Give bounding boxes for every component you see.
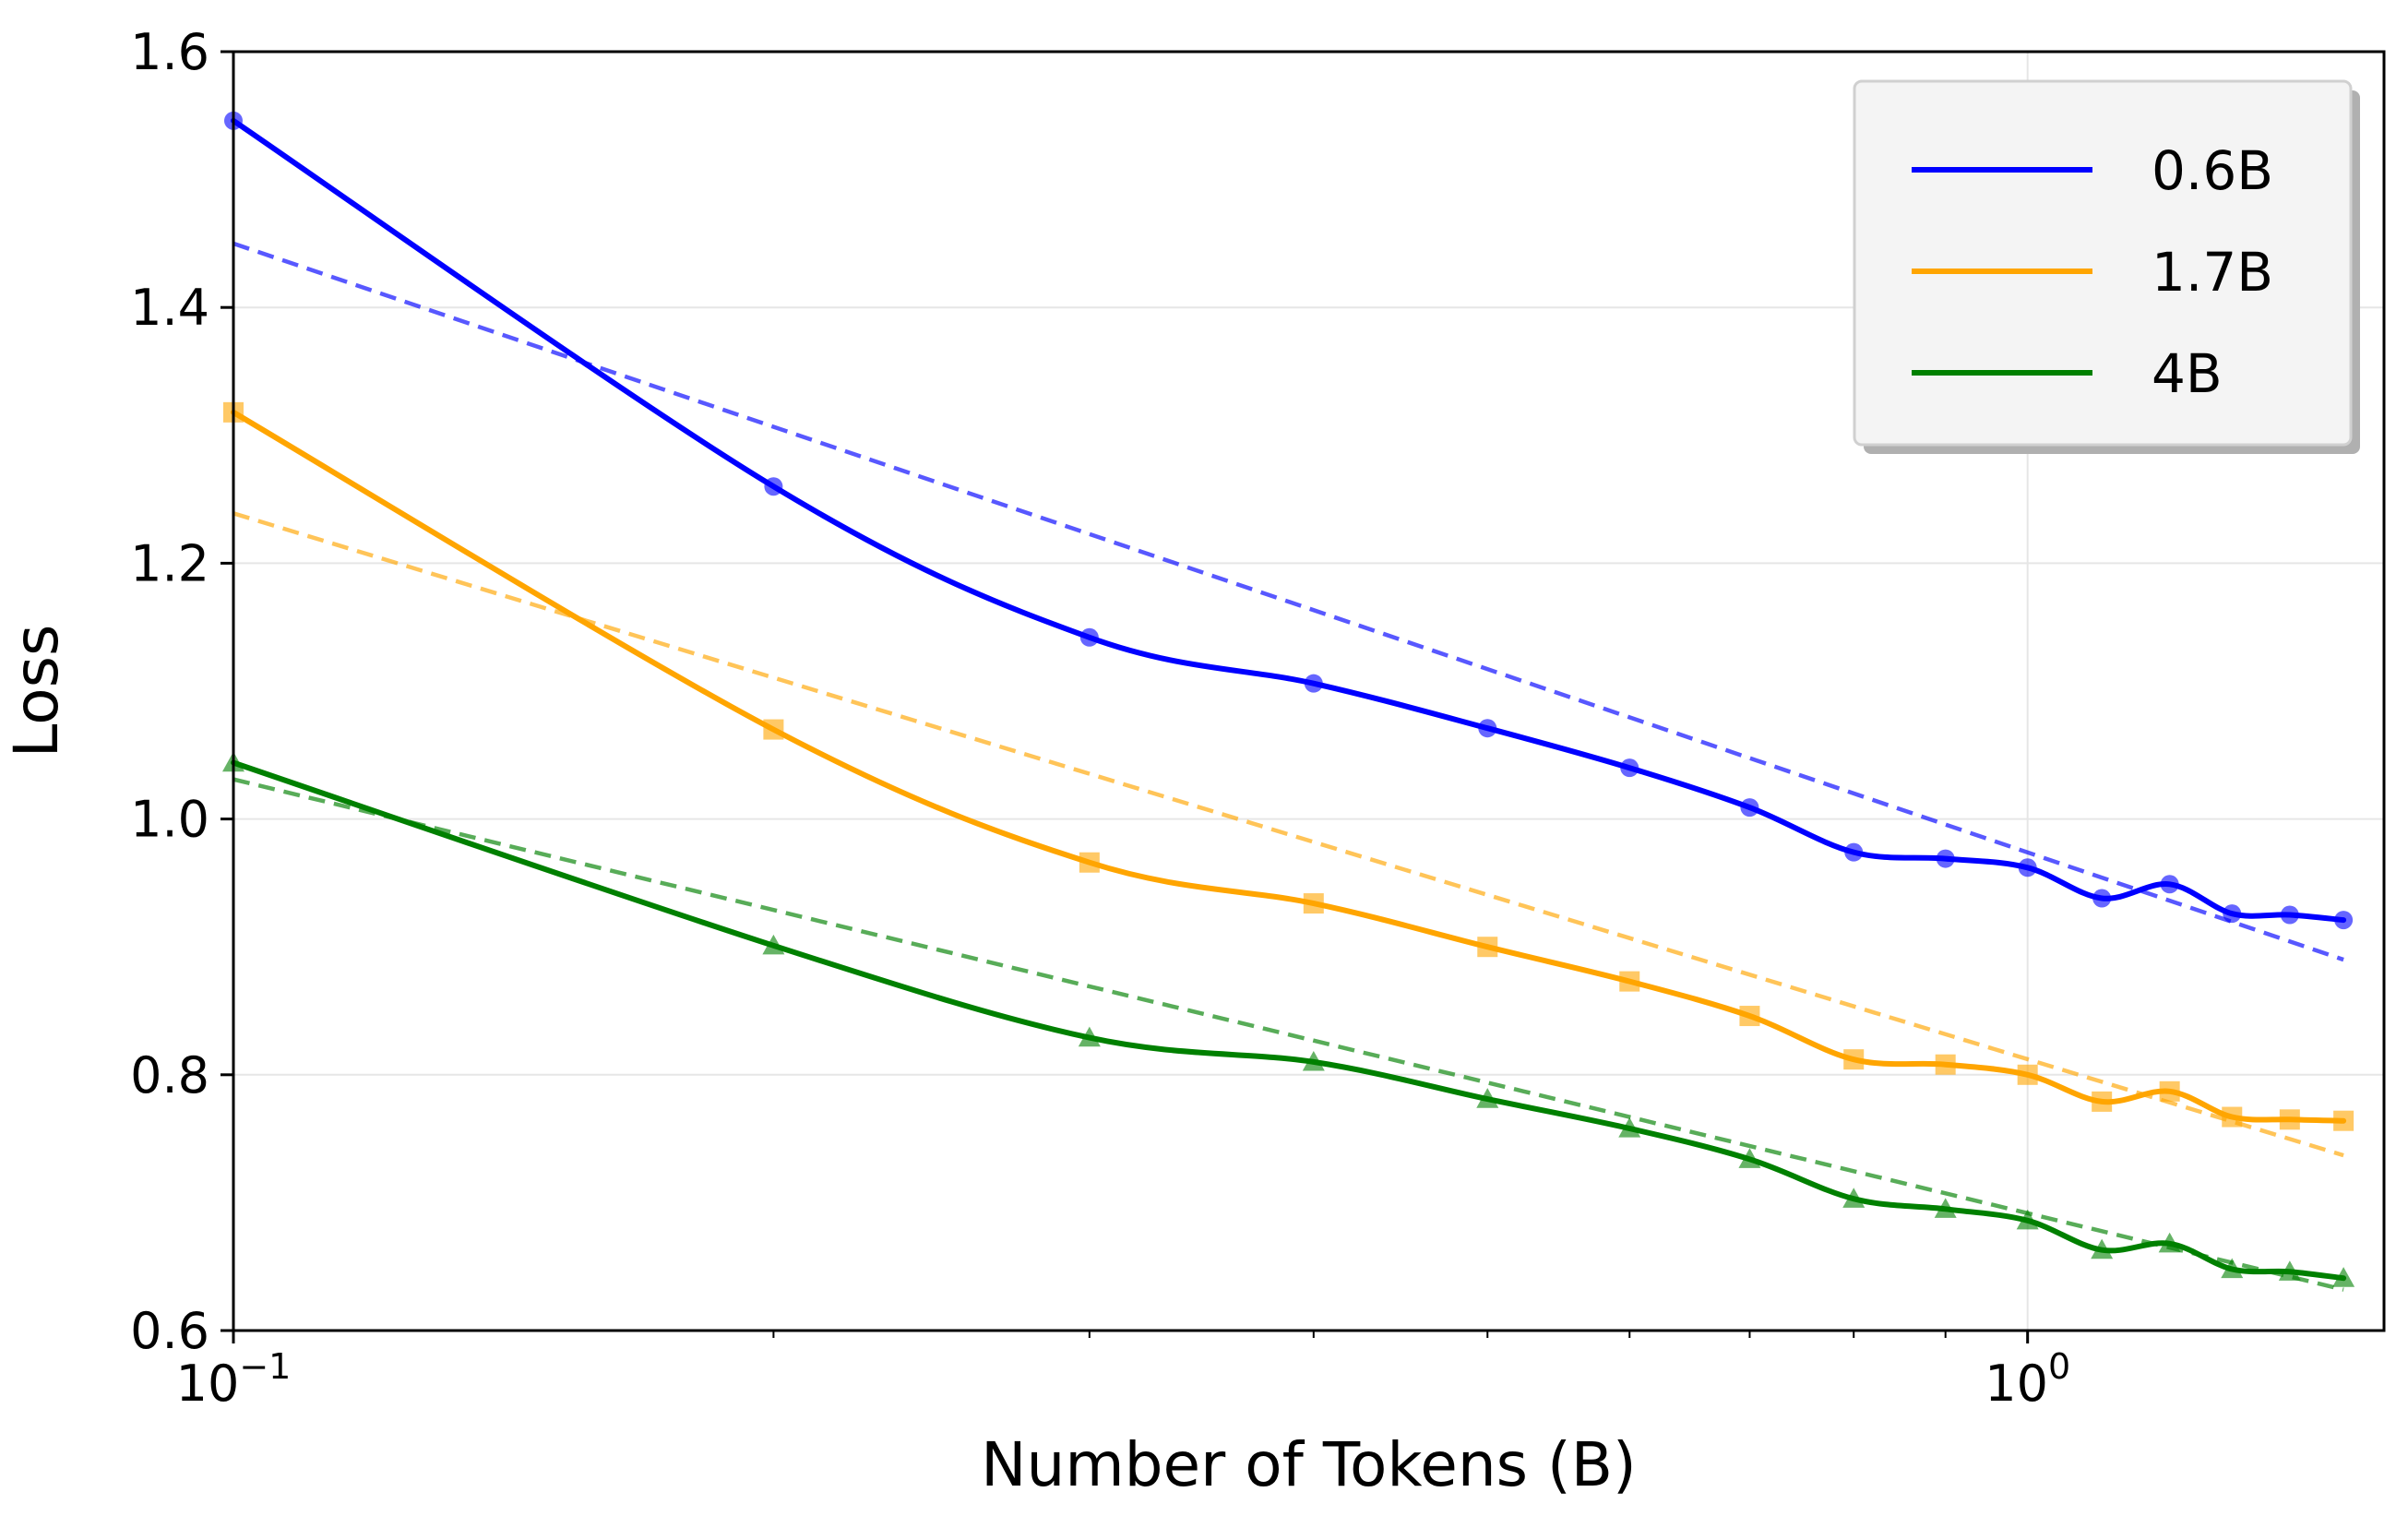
point-1.7B [2092, 1091, 2113, 1112]
point-0.6B [1936, 849, 1955, 868]
legend: 0.6B 1.7B 4B [1853, 79, 2360, 454]
point-0.6B [2334, 911, 2354, 930]
legend-label-4B: 4B [2152, 342, 2223, 405]
point-4B [1302, 1050, 1325, 1071]
point-4B [2091, 1238, 2114, 1259]
legend-box [1853, 79, 2353, 447]
point-0.6B [2160, 875, 2179, 894]
point-4B [1738, 1148, 1761, 1168]
point-1.7B [2279, 1109, 2300, 1130]
point-0.6B [2223, 904, 2242, 924]
y-tick-label: 0.8 [130, 1046, 209, 1104]
point-1.7B [2017, 1064, 2038, 1085]
y-tick-label: 1.6 [130, 23, 209, 81]
point-1.7B [1079, 852, 1100, 873]
point-1.7B [1843, 1049, 1865, 1070]
point-0.6B [1844, 842, 1864, 862]
point-0.6B [1740, 798, 1759, 818]
fit-line-4B [232, 777, 2344, 1292]
point-1.7B [1477, 937, 1498, 958]
point-4B [1934, 1198, 1957, 1218]
series-line-4B [231, 759, 2347, 1282]
point-0.6B [1304, 674, 1323, 693]
point-1.7B [1935, 1054, 1956, 1075]
point-0.6B [2092, 889, 2112, 908]
point-0.6B [2018, 858, 2037, 877]
point-4B [1618, 1117, 1641, 1138]
point-4B [1078, 1026, 1101, 1047]
series-lines [231, 117, 2347, 1282]
point-1.7B [2333, 1110, 2354, 1131]
point-1.7B [1619, 971, 1640, 992]
point-4B [2332, 1267, 2355, 1287]
x-tick-label: 10−1 [176, 1346, 292, 1413]
point-4B [1842, 1188, 1866, 1208]
ticks: 0.6 0.8 1.0 1.2 1.4 1.6 10−1 100 [130, 23, 2070, 1413]
point-0.6B [2280, 905, 2299, 925]
x-axis-label: Number of Tokens (B) [981, 1429, 1637, 1500]
point-1.7B [2159, 1080, 2180, 1102]
point-4B [762, 934, 785, 955]
point-0.6B [1620, 758, 1639, 778]
y-tick-label: 1.2 [130, 534, 209, 592]
x-tick-label: 100 [1985, 1346, 2070, 1413]
point-4B [1476, 1088, 1499, 1108]
point-0.6B [764, 477, 783, 496]
y-tick-label: 1.0 [130, 791, 209, 849]
y-axis-label: Loss [1, 625, 72, 758]
point-0.6B [1478, 719, 1497, 738]
legend-label-1.7B: 1.7B [2152, 241, 2273, 304]
series-markers [222, 111, 2355, 1287]
point-0.6B [1079, 627, 1099, 647]
point-1.7B [1303, 893, 1324, 914]
series-line-0.6B [231, 117, 2347, 924]
point-1.7B [763, 719, 784, 740]
y-tick-label: 1.4 [130, 279, 209, 337]
plot-frame [232, 50, 2386, 1332]
series-line-1.7B [231, 409, 2347, 1124]
point-4B [2221, 1258, 2244, 1279]
legend-label-0.6B: 0.6B [2152, 139, 2273, 202]
point-4B [2016, 1209, 2039, 1230]
point-4B [2278, 1260, 2301, 1281]
point-4B [2158, 1232, 2181, 1253]
point-1.7B [2222, 1106, 2243, 1128]
point-1.7B [1739, 1006, 1760, 1027]
y-tick-label: 0.6 [130, 1302, 209, 1360]
